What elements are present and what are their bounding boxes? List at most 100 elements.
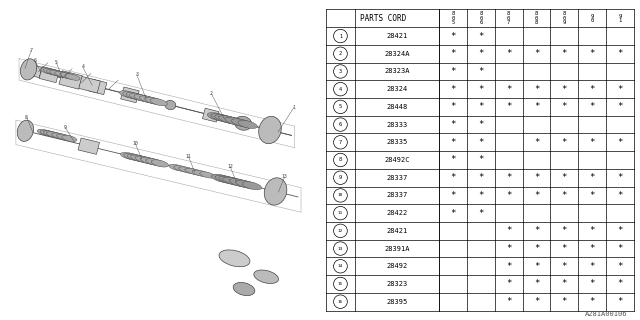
Text: *: * (589, 102, 595, 111)
Ellipse shape (140, 157, 162, 165)
Ellipse shape (234, 116, 252, 130)
Text: 28421: 28421 (387, 33, 408, 39)
Text: *: * (451, 191, 456, 200)
Text: *: * (617, 297, 623, 306)
Ellipse shape (229, 179, 254, 188)
Text: 28324: 28324 (387, 86, 408, 92)
Text: *: * (617, 49, 623, 58)
Text: *: * (534, 279, 539, 288)
Text: 15: 15 (338, 282, 343, 286)
Text: *: * (617, 279, 623, 288)
Text: *: * (561, 49, 567, 58)
Text: 7: 7 (30, 48, 33, 52)
Text: *: * (589, 297, 595, 306)
Text: *: * (506, 49, 511, 58)
Ellipse shape (120, 91, 137, 98)
Text: *: * (617, 173, 623, 182)
Ellipse shape (223, 177, 250, 187)
Ellipse shape (259, 116, 282, 144)
Text: 16: 16 (338, 300, 343, 304)
Text: *: * (534, 297, 539, 306)
Text: *: * (534, 191, 539, 200)
Bar (79, 76, 100, 93)
Text: *: * (561, 102, 567, 111)
Ellipse shape (57, 134, 74, 141)
Bar (78, 138, 100, 154)
Text: *: * (561, 173, 567, 182)
Text: *: * (451, 85, 456, 94)
Ellipse shape (123, 92, 142, 99)
Text: *: * (506, 102, 511, 111)
Text: 28323: 28323 (387, 281, 408, 287)
Text: *: * (617, 262, 623, 271)
Text: 2: 2 (210, 92, 213, 96)
Ellipse shape (214, 115, 239, 124)
Text: 3: 3 (339, 69, 342, 74)
Text: *: * (534, 138, 539, 147)
Text: *: * (506, 297, 511, 306)
Text: 9: 9 (64, 125, 67, 130)
Text: 28492: 28492 (387, 263, 408, 269)
Ellipse shape (129, 93, 153, 102)
Text: *: * (506, 262, 511, 271)
Ellipse shape (40, 130, 58, 137)
Text: *: * (617, 102, 623, 111)
Ellipse shape (124, 153, 143, 161)
Ellipse shape (150, 99, 168, 106)
Text: 5: 5 (339, 104, 342, 109)
Text: *: * (589, 226, 595, 235)
Circle shape (333, 224, 348, 237)
Circle shape (333, 136, 348, 149)
Circle shape (333, 277, 348, 291)
Circle shape (333, 65, 348, 78)
Text: *: * (561, 191, 567, 200)
Circle shape (333, 29, 348, 43)
Circle shape (333, 242, 348, 255)
Ellipse shape (242, 182, 262, 190)
Text: 13: 13 (338, 246, 343, 251)
Bar (24, 63, 42, 78)
Text: 28421: 28421 (387, 228, 408, 234)
Text: 2: 2 (339, 51, 342, 56)
Ellipse shape (215, 175, 237, 184)
Text: 28492C: 28492C (384, 157, 410, 163)
Ellipse shape (134, 95, 157, 103)
Bar (121, 87, 140, 103)
Text: *: * (534, 85, 539, 94)
Ellipse shape (49, 70, 71, 78)
Text: 8
0
8: 8 0 8 (535, 11, 538, 25)
Ellipse shape (54, 71, 74, 79)
Text: 10: 10 (338, 193, 343, 197)
Circle shape (333, 83, 348, 96)
Text: *: * (478, 173, 484, 182)
Text: *: * (534, 244, 539, 253)
Circle shape (333, 171, 348, 184)
Ellipse shape (44, 131, 63, 138)
Text: *: * (506, 244, 511, 253)
Text: *: * (561, 138, 567, 147)
Text: 1: 1 (339, 34, 342, 38)
Ellipse shape (179, 167, 199, 174)
Text: PARTS CORD: PARTS CORD (360, 14, 406, 23)
Ellipse shape (62, 135, 77, 141)
Circle shape (333, 153, 348, 167)
Ellipse shape (200, 172, 215, 178)
Ellipse shape (37, 129, 52, 136)
Ellipse shape (254, 270, 278, 284)
Text: *: * (534, 262, 539, 271)
Text: *: * (478, 102, 484, 111)
Text: *: * (617, 85, 623, 94)
Ellipse shape (47, 69, 66, 76)
Ellipse shape (233, 283, 255, 296)
Text: *: * (451, 67, 456, 76)
Ellipse shape (192, 170, 210, 177)
Text: 9: 9 (339, 175, 342, 180)
Text: *: * (617, 138, 623, 147)
Ellipse shape (165, 100, 176, 110)
Ellipse shape (127, 154, 148, 162)
Text: *: * (589, 279, 595, 288)
Text: *: * (506, 85, 511, 94)
Text: 8
0
7: 8 0 7 (507, 11, 510, 25)
Text: *: * (589, 173, 595, 182)
Text: *: * (451, 120, 456, 129)
